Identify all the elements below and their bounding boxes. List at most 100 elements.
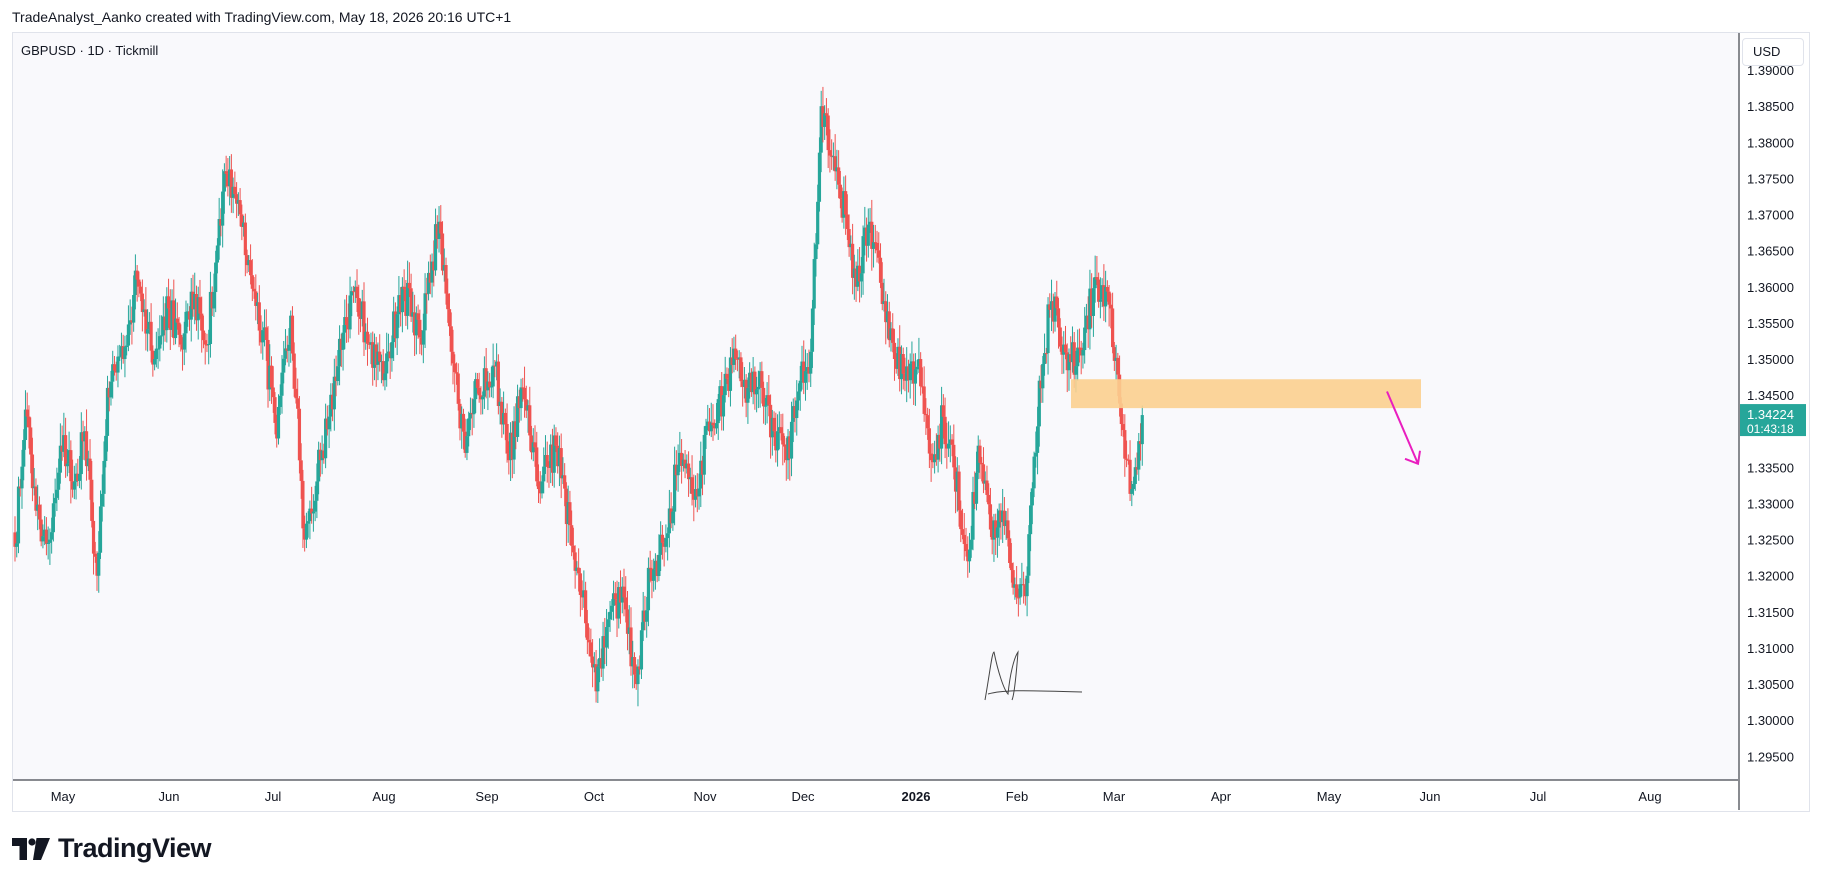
candle-body (545, 455, 549, 467)
candle-body (139, 286, 143, 294)
candle-body (613, 593, 617, 600)
candle-body (98, 506, 103, 553)
candle-body (1138, 441, 1143, 445)
candle-body (435, 224, 439, 239)
candle-body (1093, 277, 1097, 289)
candle-body (1018, 584, 1022, 598)
candle-body (470, 412, 474, 415)
candle-body (250, 275, 254, 289)
candle-body (824, 113, 829, 116)
candle-body (104, 435, 108, 461)
candle-body (451, 351, 455, 364)
candle-body (885, 311, 890, 323)
candle-body (367, 343, 371, 345)
last-price-badge[interactable] (1740, 404, 1806, 437)
candle-body (168, 308, 172, 330)
candle-body (666, 533, 670, 539)
candle-body (746, 387, 750, 403)
candle-body (329, 394, 333, 417)
candle-body (364, 331, 368, 343)
candle-body (474, 379, 478, 400)
candle-body (877, 250, 881, 258)
candle-body (657, 554, 661, 577)
candle-body (165, 296, 169, 331)
candle-body (463, 431, 467, 453)
candle-body (50, 532, 54, 540)
candle-body (203, 340, 207, 345)
candle-body (317, 449, 321, 482)
candle-body (432, 261, 436, 271)
candle-body (465, 436, 469, 453)
candle-body (231, 186, 235, 198)
candle-body (406, 282, 410, 316)
candle-body (217, 219, 221, 246)
candle-body (908, 363, 912, 381)
candle-body (296, 398, 300, 409)
candle-body (407, 282, 411, 289)
candle-body (29, 427, 33, 455)
candle-body (1041, 363, 1045, 389)
candle-body (1098, 299, 1102, 302)
candle-body (102, 460, 106, 494)
tradingview-logo[interactable]: TradingView (12, 833, 212, 864)
candle-body (514, 421, 518, 437)
candle-body (395, 314, 399, 339)
candle-body (182, 333, 186, 350)
candle-body (43, 529, 47, 537)
candle-body (927, 428, 931, 454)
candle-body (1079, 347, 1083, 356)
candle-body (320, 450, 324, 461)
candle-body (1131, 484, 1136, 490)
candle-body (891, 328, 895, 343)
currency-selector[interactable]: USD (1742, 38, 1804, 66)
candle-body (1074, 366, 1078, 375)
candle-body (912, 361, 916, 384)
candle-body (105, 387, 110, 436)
forecast-arrow-line[interactable] (1386, 391, 1419, 465)
candle-body (84, 431, 89, 467)
candle-body (798, 380, 802, 392)
candle-body (1095, 277, 1099, 280)
candle-body (187, 311, 192, 320)
price-tick-label: 1.37000 (1747, 208, 1794, 223)
candle-body (763, 405, 767, 407)
candle-body (1004, 520, 1008, 527)
candle-body (23, 409, 28, 441)
candle-body (433, 224, 438, 271)
candle-body (255, 302, 260, 306)
candle-body (899, 354, 904, 380)
candle-body (351, 291, 356, 293)
time-axis[interactable] (13, 780, 1738, 810)
candle-body (837, 167, 841, 185)
candle-body (269, 365, 274, 388)
candle-body (280, 372, 284, 396)
candle-body (920, 386, 924, 388)
candle-body (308, 508, 312, 522)
candle-body (1126, 459, 1130, 461)
candle-body (814, 244, 818, 260)
candle-body (177, 322, 181, 335)
symbol-label[interactable]: GBPUSD · 1D · Tickmill (21, 43, 159, 58)
candle-body (964, 544, 968, 552)
candle-body (831, 156, 836, 158)
candle-body (594, 664, 598, 692)
candle-body (93, 553, 97, 557)
candle-body (51, 503, 55, 533)
candle-body (528, 405, 532, 436)
candle-body (1009, 563, 1013, 571)
candle-body (151, 350, 155, 365)
candle-body (1086, 315, 1090, 330)
resistance-zone[interactable] (1071, 379, 1421, 409)
candle-body (857, 265, 862, 282)
candle-body (287, 344, 291, 351)
candle-body (838, 184, 842, 199)
plot-background (13, 33, 1738, 780)
candle-body (826, 115, 830, 151)
candle-body (1105, 286, 1109, 292)
candle-body (693, 489, 698, 500)
candle-body (1023, 585, 1027, 597)
candle-body (653, 560, 658, 570)
candle-body (756, 386, 760, 390)
candle-body (421, 330, 425, 345)
